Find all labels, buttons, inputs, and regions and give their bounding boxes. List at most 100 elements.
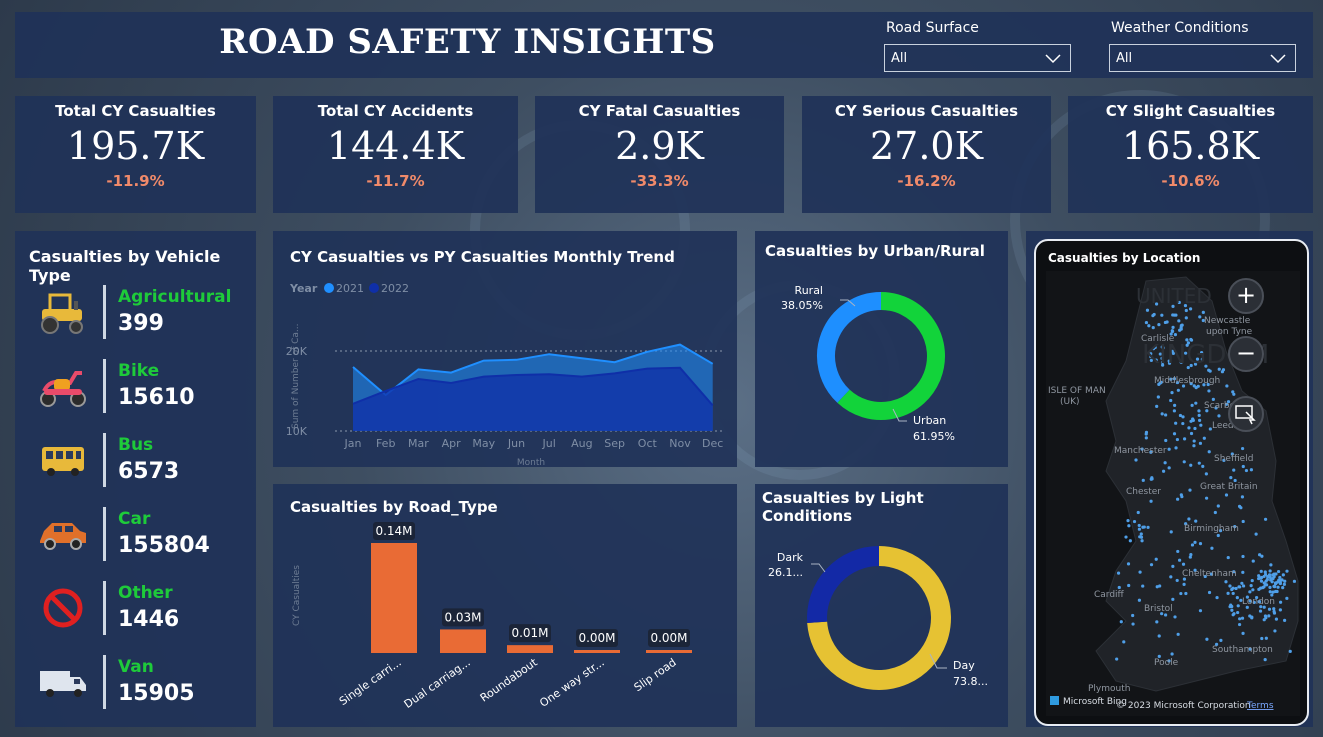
map-label: Sheffield	[1214, 454, 1253, 464]
slice-urban[interactable]	[837, 292, 945, 420]
casualty-point	[1231, 591, 1235, 596]
tractor-icon	[41, 293, 83, 334]
slice-dark[interactable]	[807, 546, 880, 623]
map-label: Carlisle	[1141, 334, 1175, 344]
casualty-point	[1276, 569, 1281, 574]
bar[interactable]	[371, 543, 417, 653]
casualty-point	[1283, 579, 1287, 583]
casualty-point	[1204, 472, 1208, 476]
casualty-point	[1270, 580, 1274, 584]
vehicle-name: Bike	[118, 361, 160, 381]
casualty-point	[1169, 377, 1173, 381]
kpi-change: -16.2%	[897, 172, 956, 190]
casualty-point	[1181, 384, 1186, 388]
casualty-point	[1136, 510, 1140, 515]
casualty-point	[1144, 430, 1149, 434]
casualty-point	[1169, 575, 1173, 579]
casualty-point	[1137, 598, 1141, 602]
casualty-point	[1258, 609, 1263, 613]
road-surface-dropdown[interactable]: All	[884, 44, 1071, 72]
casualty-point	[1215, 595, 1219, 600]
casualty-point	[1200, 351, 1204, 355]
kpi-value: 195.7K	[66, 124, 205, 168]
casualty-point	[1237, 585, 1241, 589]
casualty-point	[1228, 584, 1232, 588]
casualty-point	[1155, 585, 1159, 589]
x-tick-label: One way str...	[537, 656, 606, 710]
casualty-point	[1236, 604, 1240, 608]
casualty-point	[1251, 559, 1255, 563]
bar[interactable]	[507, 645, 553, 653]
data-label-bg	[576, 629, 618, 647]
casualty-point	[1245, 605, 1249, 609]
casualty-point	[1257, 600, 1261, 604]
vehicle-type-panel: Casualties by Vehicle Type	[15, 231, 256, 727]
casualty-point	[1146, 525, 1150, 529]
casualty-point	[1250, 578, 1254, 583]
casualty-point	[1186, 365, 1190, 370]
casualty-point	[1147, 324, 1151, 328]
casualty-point	[1216, 533, 1220, 538]
casualty-point	[1193, 426, 1197, 431]
bing-logo-icon	[1050, 696, 1059, 705]
casualty-point	[1214, 406, 1218, 410]
casualty-point	[1263, 658, 1267, 662]
casualty-point	[1176, 632, 1180, 636]
kpi-card-fatal-casualties: CY Fatal Casualties 2.9K -33.3%	[535, 96, 784, 213]
select-area-button[interactable]	[1228, 396, 1264, 432]
casualty-point	[1154, 358, 1158, 362]
bar[interactable]	[440, 629, 486, 653]
casualty-point	[1241, 464, 1245, 469]
casualty-point	[1149, 354, 1153, 359]
zoom-in-button[interactable]: +	[1228, 278, 1264, 314]
casualty-point	[1128, 539, 1132, 543]
casualty-point	[1157, 382, 1161, 386]
data-label-bg	[648, 629, 690, 647]
casualty-point	[1149, 563, 1154, 567]
day-label: Day	[953, 659, 975, 672]
y-axis-label: CY Casualties	[292, 565, 302, 626]
casualty-point	[1145, 308, 1150, 312]
kpi-label: CY Slight Casualties	[1105, 102, 1276, 120]
casualty-point	[1217, 367, 1221, 371]
casualty-point	[1273, 584, 1277, 589]
casualty-point	[1232, 570, 1236, 574]
casualty-point	[1139, 532, 1143, 536]
weather-dropdown[interactable]: All	[1109, 44, 1296, 72]
casualty-point	[1219, 638, 1223, 642]
map-label: Plymouth	[1088, 684, 1130, 694]
casualty-point	[1268, 590, 1272, 594]
casualty-point	[1187, 426, 1191, 430]
casualty-point	[1175, 437, 1180, 442]
casualty-point	[1280, 578, 1284, 582]
casualty-point	[1170, 391, 1174, 395]
casualty-point	[1207, 590, 1212, 595]
bar[interactable]	[646, 650, 692, 653]
slice-rural[interactable]	[817, 292, 882, 403]
casualty-point	[1268, 569, 1272, 573]
terms-link[interactable]: Terms	[1246, 701, 1274, 711]
casualty-point	[1178, 413, 1183, 418]
casualty-point	[1173, 615, 1177, 619]
casualty-point	[1230, 452, 1234, 456]
casualty-point	[1144, 436, 1148, 440]
map-label: Middlesbrough	[1154, 376, 1220, 386]
divider	[103, 655, 106, 709]
bar[interactable]	[574, 650, 620, 653]
casualty-point	[1194, 519, 1198, 523]
map-label: Southampton	[1212, 645, 1273, 655]
vehicle-row-bus: Bus 6573	[28, 433, 228, 489]
casualty-point	[1259, 605, 1263, 609]
casualty-point	[1262, 605, 1266, 609]
series-line-2021	[352, 343, 714, 397]
casualty-point	[1257, 574, 1261, 578]
casualty-point	[1184, 308, 1188, 313]
bing-text: Microsoft Bing	[1063, 697, 1127, 707]
casualty-point	[1208, 427, 1212, 431]
map-panel[interactable]: Casualties by Location UNITED KINGDOM Ne…	[1034, 239, 1309, 726]
zoom-out-button[interactable]: −	[1228, 336, 1264, 372]
slice-day[interactable]	[807, 546, 951, 690]
casualty-point	[1263, 517, 1268, 521]
kpi-card-slight-casualties: CY Slight Casualties 165.8K -10.6%	[1068, 96, 1313, 213]
casualty-point	[1211, 397, 1215, 401]
